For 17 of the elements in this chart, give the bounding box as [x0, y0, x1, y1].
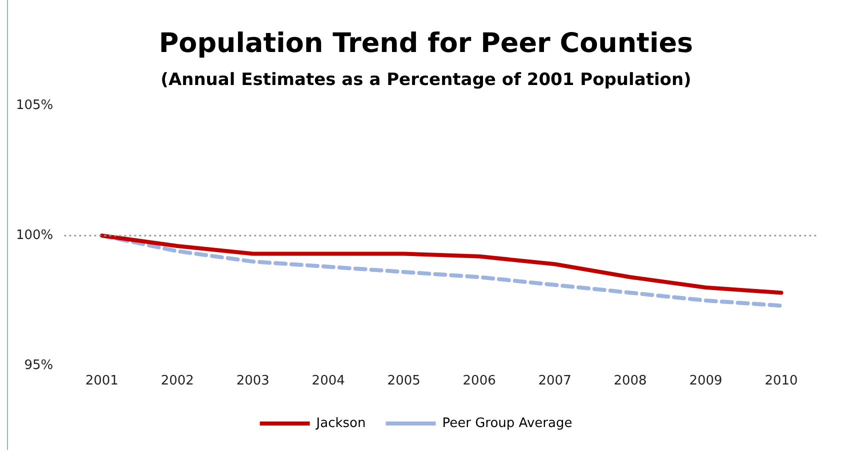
chart-title: Population Trend for Peer Counties: [158, 28, 694, 59]
y-tick-label: 105%: [16, 98, 54, 114]
x-tick-label: 2001: [85, 374, 118, 389]
x-tick-label: 2008: [614, 374, 647, 389]
x-tick-label: 2005: [387, 374, 420, 389]
x-tick-label: 2004: [312, 374, 345, 389]
y-tick-label: 95%: [24, 358, 54, 373]
chart-subtitle: (Annual Estimates as a Percentage of 2001 Population): [160, 70, 692, 90]
x-tick-label: 2010: [764, 374, 798, 389]
y-tick-label: 100%: [16, 228, 54, 243]
legend-label: Peer Group Average: [442, 416, 572, 431]
x-tick-label: 2006: [462, 374, 496, 389]
x-tick-label: 2007: [538, 374, 572, 389]
x-tick-label: 2009: [689, 374, 722, 389]
x-tick-label: 2003: [236, 374, 270, 389]
legend-label: Jackson: [315, 416, 366, 431]
x-tick-label: 2002: [160, 374, 194, 389]
